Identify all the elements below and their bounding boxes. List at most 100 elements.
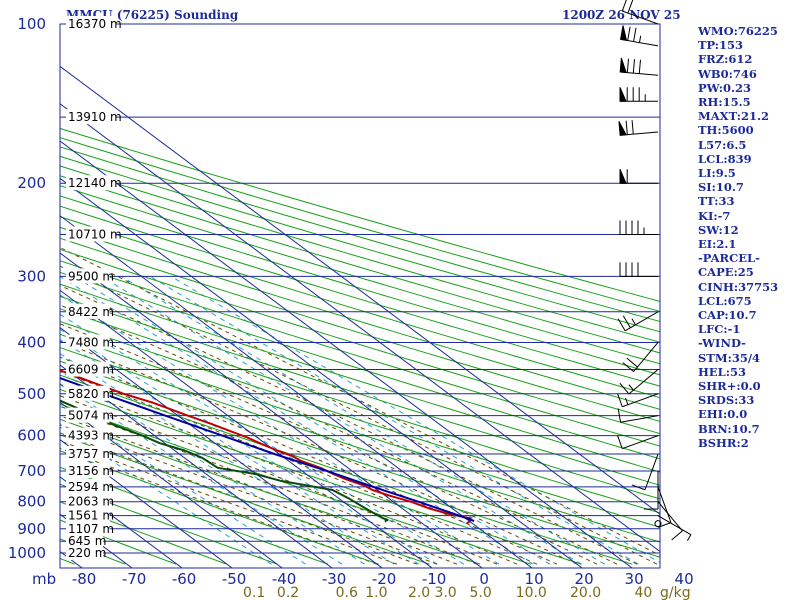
- isotherm-0: [60, 252, 483, 568]
- wind-barb-125: [619, 57, 659, 76]
- mixing-ratio-label-0.2: 0.2: [277, 585, 299, 600]
- dry-adiabat-390: [60, 260, 660, 447]
- moist-adiabat-32: [60, 284, 638, 565]
- wind-barb-160: [618, 120, 659, 136]
- index-row: SI:10.7: [698, 180, 744, 195]
- height-label-bg: [66, 109, 117, 125]
- dry-adiabat-480: [60, 165, 660, 343]
- index-row: MAXT:21.2: [698, 109, 769, 124]
- wind-barb-200: [619, 169, 658, 184]
- height-label-bg: [66, 361, 110, 377]
- dry-adiabat-370: [60, 283, 660, 473]
- pressure-label-400: 400: [17, 333, 46, 351]
- index-row: SW:12: [698, 222, 739, 237]
- barb-staff: [657, 486, 672, 523]
- dry-adiabat-360: [60, 295, 660, 486]
- barb-full: [622, 315, 631, 329]
- wind-barb-250: [619, 220, 658, 236]
- barb-full: [627, 0, 634, 14]
- wind-barb-800: [657, 501, 683, 541]
- temp-tick--40: -40: [272, 570, 297, 588]
- height-label-bg: [66, 385, 110, 401]
- barb-full: [632, 59, 636, 74]
- index-row: STM:35/4: [698, 350, 761, 365]
- barb-full: [626, 357, 638, 368]
- dry-adiabat-270: [60, 418, 481, 565]
- dry-adiabat-380: [60, 271, 660, 460]
- barb-pennant: [619, 169, 627, 184]
- height-label-550: 5074 m: [68, 409, 114, 423]
- wind-barb-300: [619, 262, 658, 277]
- mixing-ratio-line-0.1: [60, 426, 272, 565]
- dry-adiabat-310: [60, 360, 660, 558]
- height-label-400: 7480 m: [68, 335, 114, 349]
- dry-adiabat-260: [60, 434, 430, 565]
- index-row: BSHR:2: [698, 435, 749, 450]
- wind-barb-400: [622, 342, 659, 372]
- index-row: LCL:675: [698, 293, 752, 308]
- barb-staff: [633, 342, 659, 372]
- dry-adiabat-290: [60, 388, 582, 565]
- dry-adiabat-300: [60, 374, 633, 565]
- index-row: SHR+:0.0: [698, 379, 761, 394]
- dry-adiabat-410: [60, 237, 660, 422]
- moist-adiabat-36: [60, 265, 658, 565]
- height-label-bg: [66, 478, 110, 494]
- barb-pennant: [618, 121, 627, 136]
- height-label-bg: [66, 493, 110, 509]
- dry-adiabat-420: [60, 226, 660, 410]
- barb-full: [631, 484, 646, 491]
- temp-tick--60: -60: [172, 570, 197, 588]
- dry-adiabat-440: [60, 205, 660, 387]
- index-row: BRN:10.7: [698, 421, 760, 436]
- barb-half: [628, 384, 634, 391]
- barb-staff: [657, 501, 683, 532]
- barb-full: [627, 26, 631, 41]
- temp-tick--20: -20: [372, 570, 397, 588]
- mixing-ratio-line-10: [73, 275, 551, 565]
- mixing-ratio-label-2.0: 2.0: [408, 585, 430, 600]
- wind-barb-350: [617, 311, 659, 332]
- isotherm--40: [60, 401, 283, 568]
- index-row: EHI:0.0: [698, 407, 748, 422]
- height-label-900: 1107 m: [68, 522, 114, 536]
- barb-full: [617, 408, 622, 423]
- height-label-300: 9500 m: [68, 269, 114, 283]
- pressure-label-500: 500: [17, 385, 46, 403]
- barb-staff: [628, 369, 659, 395]
- dry-adiabat-510: [60, 137, 660, 312]
- height-label-bg: [66, 268, 110, 284]
- wind-barb-850: [657, 515, 692, 541]
- mixing-ratio-line-0.6: [60, 370, 365, 565]
- barb-full: [671, 530, 683, 541]
- index-row: -PARCEL-: [698, 251, 760, 266]
- barb-half: [686, 534, 692, 541]
- isotherm-20: [60, 177, 583, 568]
- index-row: WMO:76225: [698, 24, 778, 38]
- isotherm--90: [0, 24, 32, 568]
- index-row: LCL:839: [698, 151, 752, 166]
- barb-half: [625, 397, 629, 405]
- dry-adiabat-450: [60, 195, 660, 376]
- dry-adiabat-470: [60, 175, 660, 354]
- dry-adiabat-520: [60, 127, 660, 302]
- calm-circle: [654, 520, 662, 528]
- index-row: TP:153: [698, 38, 744, 53]
- barb-full: [619, 382, 630, 395]
- isotherm--10: [60, 289, 433, 568]
- pressure-label-900: 900: [17, 520, 46, 538]
- index-row: EI:2.1: [698, 237, 737, 252]
- index-row: LI:9.5: [698, 166, 736, 181]
- pressure-label-1000: 1000: [8, 544, 46, 562]
- mixing-ratio-line-8: [60, 276, 534, 565]
- mixing-ratio-label-20.0: 20.0: [570, 585, 601, 600]
- barb-full: [617, 318, 626, 332]
- temp-tick-40: 40: [675, 570, 694, 588]
- moist-adiabat-28: [60, 304, 618, 565]
- height-label-150: 13910 m: [68, 110, 122, 124]
- pressure-grid: [59, 23, 661, 569]
- stability-indices-panel: WMO:76225 TP:153 FRZ:612 WB0:746 PW:0.23 RH:1…: [698, 24, 778, 450]
- wind-barb-750: [657, 486, 672, 528]
- pressure-label-700: 700: [17, 462, 46, 480]
